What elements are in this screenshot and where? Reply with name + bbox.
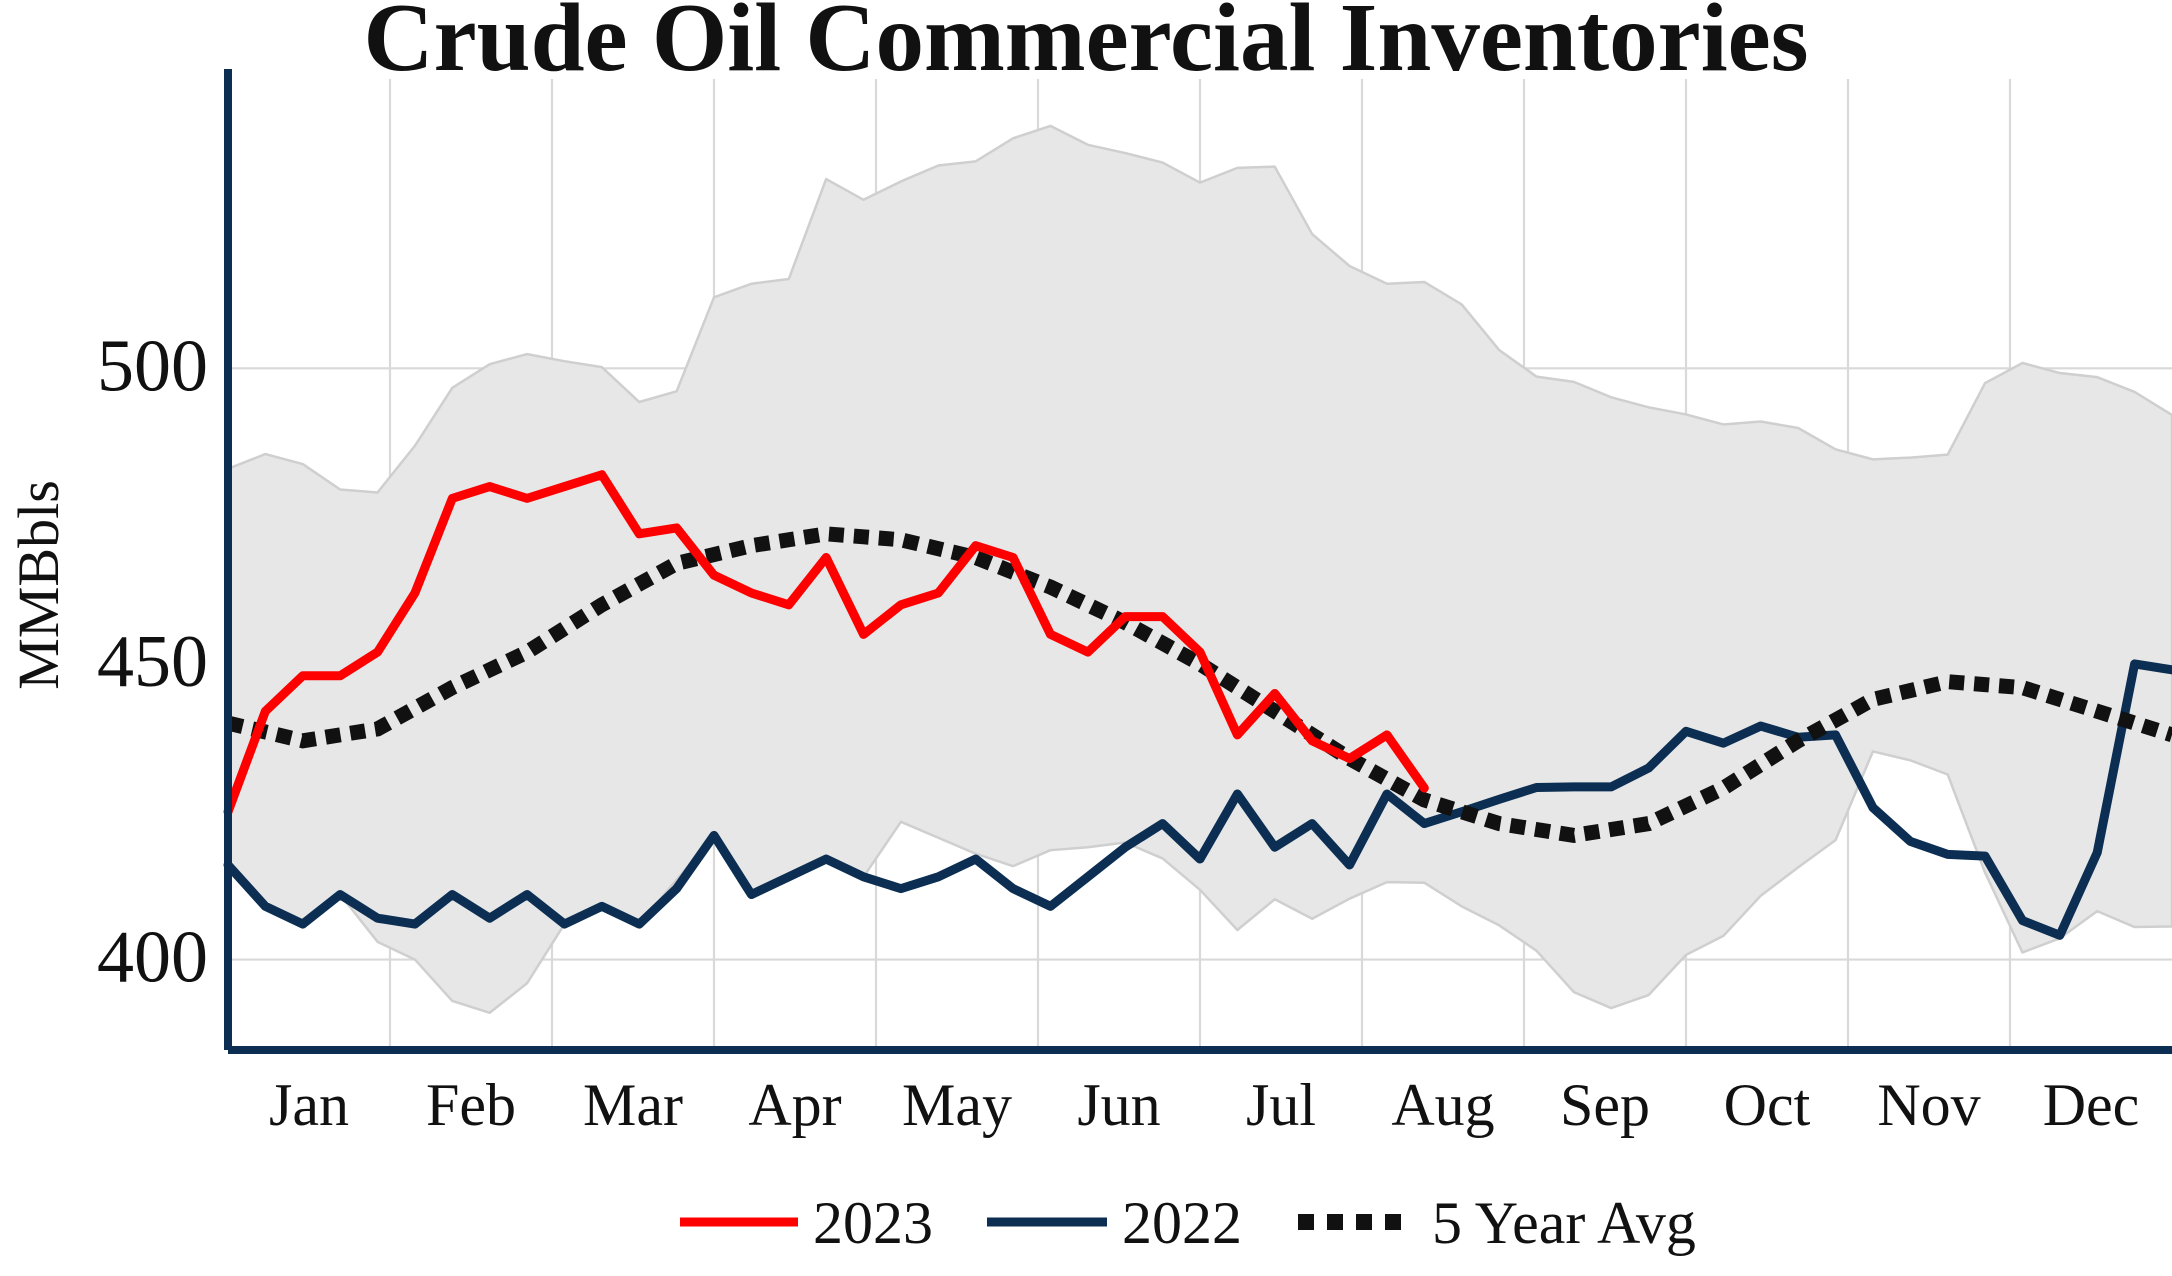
svg-text:MMBbls: MMBbls [6,480,71,690]
svg-text:Sep: Sep [1560,1072,1650,1138]
svg-text:Apr: Apr [748,1072,841,1138]
svg-text:500: 500 [97,325,208,407]
svg-text:2023: 2023 [813,1190,933,1256]
svg-text:400: 400 [97,917,208,999]
svg-text:Crude Oil Commercial Inventori: Crude Oil Commercial Inventories [364,0,1809,91]
svg-text:Jan: Jan [269,1072,349,1138]
svg-text:Nov: Nov [1877,1072,1980,1138]
svg-text:Aug: Aug [1391,1072,1494,1138]
svg-text:Jun: Jun [1077,1072,1160,1138]
svg-text:Feb: Feb [426,1072,516,1138]
svg-text:Dec: Dec [2043,1072,2140,1138]
svg-text:2022: 2022 [1122,1190,1242,1256]
svg-text:450: 450 [97,621,208,703]
svg-text:Oct: Oct [1724,1072,1811,1138]
svg-text:5 Year Avg: 5 Year Avg [1432,1190,1696,1256]
svg-text:Jul: Jul [1246,1072,1316,1138]
svg-text:May: May [902,1072,1012,1138]
svg-text:Mar: Mar [583,1072,683,1138]
